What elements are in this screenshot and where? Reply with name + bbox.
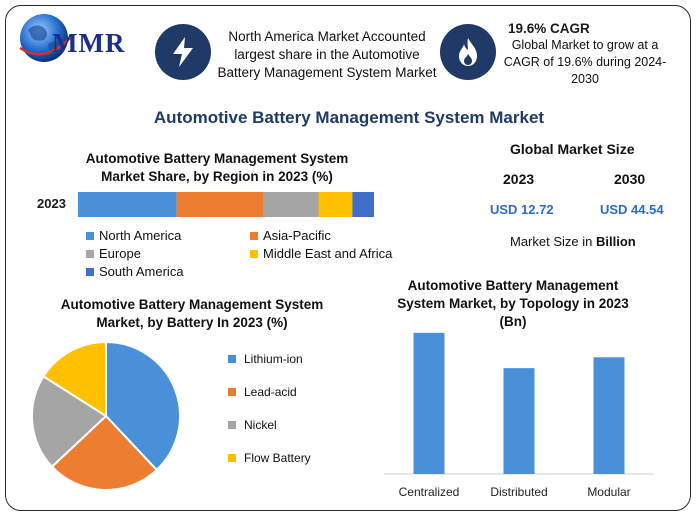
pie-legend-item: Nickel <box>228 418 277 432</box>
region-segment-2 <box>263 192 319 217</box>
unit-bold: Billion <box>595 234 636 249</box>
legend-label: Lead-acid <box>244 385 297 399</box>
globe-logo-icon <box>19 14 71 62</box>
region-segment-0 <box>78 192 177 217</box>
legend-label: South America <box>99 264 184 279</box>
cagr-title: 19.6% CAGR <box>508 21 590 36</box>
unit-prefix: Market Size in <box>510 234 596 249</box>
year-2030-label: 2030 <box>614 171 646 187</box>
region-legend-item: Asia-Pacific <box>250 228 331 243</box>
logo-text: MMR <box>52 28 126 58</box>
legend-swatch <box>228 454 236 462</box>
battery-pie-chart <box>31 340 181 491</box>
global-market-title: Global Market Size <box>510 141 635 157</box>
pie-slice-nickel <box>31 374 108 469</box>
pie-slice-lithium-ion <box>105 340 181 472</box>
legend-swatch <box>228 355 236 363</box>
pie-slice-lead-acid <box>50 414 159 491</box>
legend-label: Europe <box>99 246 141 261</box>
cagr-text: Global Market to grow at a CAGR of 19.6%… <box>503 38 667 86</box>
legend-swatch <box>250 231 258 240</box>
region-legend-item: North America <box>86 228 181 243</box>
topology-bar-1 <box>503 368 535 474</box>
flame-icon <box>440 24 496 80</box>
legend-swatch <box>86 267 94 276</box>
pie-legend-item: Lead-acid <box>228 385 297 399</box>
legend-swatch <box>86 249 94 258</box>
legend-swatch <box>86 231 94 240</box>
lightning-icon <box>155 24 211 80</box>
topology-bar-2 <box>593 357 625 474</box>
region-legend-item: Middle East and Africa <box>250 246 392 261</box>
page-title: Automotive Battery Management System Mar… <box>153 108 545 127</box>
topology-chart-title: Automotive Battery Management System Mar… <box>397 278 629 329</box>
topology-bar-0 <box>413 332 445 474</box>
pie-legend-item: Lithium-ion <box>228 352 303 366</box>
value-2030: USD 44.54 <box>600 202 664 217</box>
legend-label: North America <box>99 228 182 243</box>
region-year-label: 2023 <box>37 196 66 211</box>
legend-swatch <box>228 388 236 396</box>
battery-chart-title: Automotive Battery Management System Mar… <box>60 297 324 330</box>
legend-label: Nickel <box>244 418 277 432</box>
x-tick-label: Modular <box>587 485 630 499</box>
north-america-note: North America Market Accounted largest s… <box>217 29 437 80</box>
region-segment-1 <box>176 192 263 217</box>
x-tick-label: Centralized <box>399 485 460 499</box>
region-legend-item: Europe <box>86 246 141 261</box>
legend-swatch <box>228 421 236 429</box>
region-chart-title: Automotive Battery Management System Mar… <box>85 151 349 184</box>
region-stacked-bar <box>78 192 374 217</box>
topology-bar-chart: Centralized Distributed Modular <box>384 332 654 499</box>
legend-label: Middle East and Africa <box>263 246 393 261</box>
legend-label: Lithium-ion <box>244 352 303 366</box>
year-2023-label: 2023 <box>503 171 535 187</box>
cagr-block: 19.6% CAGR Global Market to grow at a CA… <box>502 21 668 88</box>
region-legend-item: South America <box>86 264 184 279</box>
region-segment-3 <box>318 192 353 217</box>
legend-swatch <box>250 249 258 258</box>
market-size-unit: Market Size in Billion <box>510 234 636 249</box>
region-segment-4 <box>352 192 374 217</box>
legend-label: Asia-Pacific <box>263 228 331 243</box>
legend-label: Flow Battery <box>244 451 311 465</box>
x-tick-label: Distributed <box>490 485 547 499</box>
pie-slice-flow-battery <box>42 340 107 418</box>
value-2023: USD 12.72 <box>490 202 554 217</box>
pie-legend-item: Flow Battery <box>228 451 311 465</box>
